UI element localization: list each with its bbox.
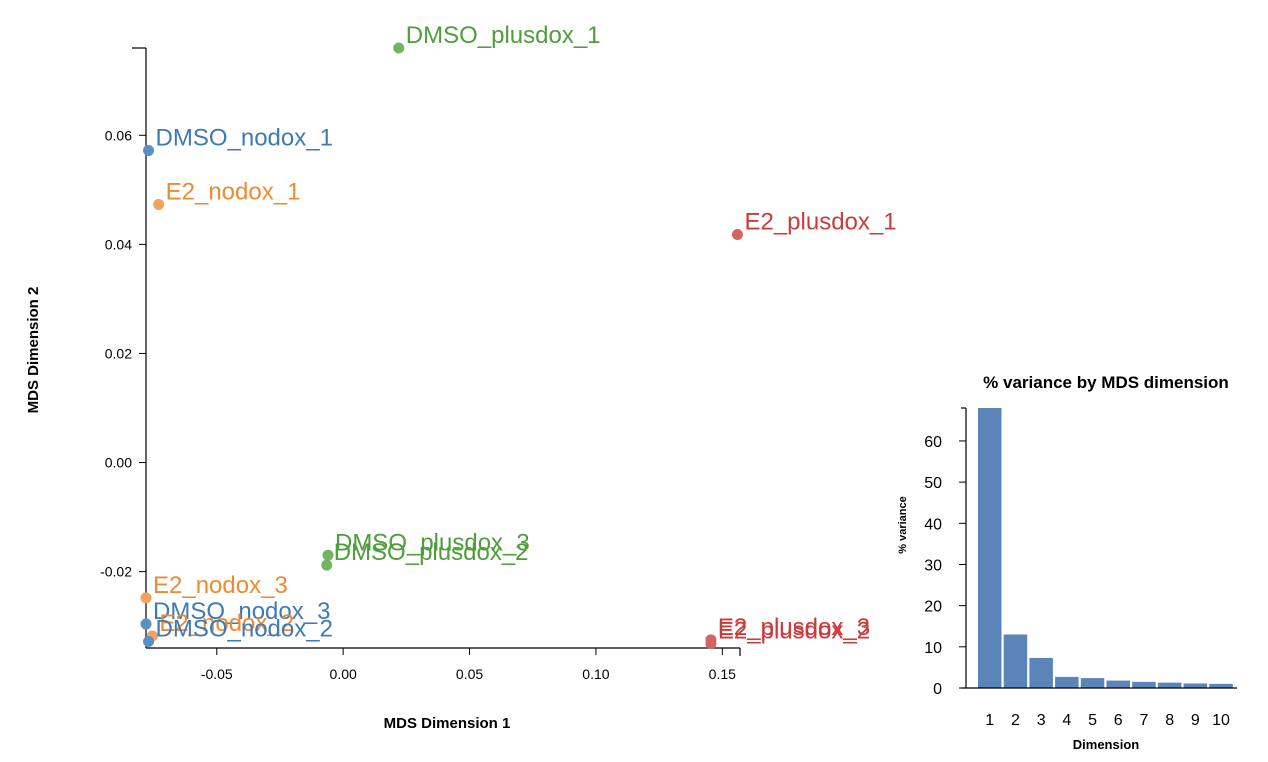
variance-bar-chart: % variance by MDS dimension 1 2 3 4 5 6 7 8 9 10 0 1… xyxy=(897,373,1237,752)
x-axis-title: MDS Dimension 1 xyxy=(384,715,511,732)
point-label: E2_plusdox_3 xyxy=(718,614,870,641)
point-label: DMSO_plusdox_3 xyxy=(335,529,530,556)
bar-y-tick-label: 10 xyxy=(924,640,942,657)
variance-bar xyxy=(1055,676,1079,688)
bar-x-tick-label: 9 xyxy=(1191,712,1200,729)
point-label: E2_plusdox_2 xyxy=(718,618,870,645)
variance-bar xyxy=(1132,681,1156,688)
variance-bar xyxy=(1003,634,1028,688)
scatter-point xyxy=(705,638,717,650)
bar-y-tick-label: 60 xyxy=(924,434,942,451)
variance-bar xyxy=(1157,682,1182,688)
bar-x-tick-label: 2 xyxy=(1011,712,1020,729)
y-tick-label: 0.02 xyxy=(105,345,132,361)
scatter-point xyxy=(143,145,155,157)
x-tick-label: 0.05 xyxy=(456,666,483,682)
x-tick-label: 0.15 xyxy=(709,666,736,682)
bar-x-axis-title: Dimension xyxy=(1073,737,1140,752)
point-label: DMSO_nodox_3 xyxy=(153,598,330,625)
y-tick-label: 0.00 xyxy=(105,455,132,471)
bar-x-tick-label: 5 xyxy=(1088,712,1097,729)
variance-bar xyxy=(1080,678,1105,688)
y-axis-title: MDS Dimension 2 xyxy=(25,287,42,414)
scatter-area: -0.05 0.00 0.05 0.10 0.15 -0.02 0.00 0.02 0.04 0.… xyxy=(25,22,897,732)
x-tick-label: 0.10 xyxy=(582,666,609,682)
variance-bar xyxy=(1209,683,1233,688)
bar-x-tick-label: 8 xyxy=(1165,712,1174,729)
bar-x-tick-label: 3 xyxy=(1037,712,1046,729)
scatter-point xyxy=(731,229,743,241)
scatter-point xyxy=(140,592,152,604)
bar-x-tick-label: 6 xyxy=(1114,712,1123,729)
point-label: DMSO_plusdox_2 xyxy=(334,539,529,566)
variance-bar xyxy=(1029,657,1053,688)
scatter-point xyxy=(153,199,165,211)
bar-x-tick-label: 1 xyxy=(985,712,994,729)
bar-x-tick-label: 4 xyxy=(1062,712,1071,729)
scatter-point xyxy=(321,559,333,571)
point-label: DMSO_plusdox_1 xyxy=(406,22,601,49)
point-label: E2_nodox_1 xyxy=(166,179,301,206)
bar-x-tick-label: 10 xyxy=(1212,712,1230,729)
point-label: E2_nodox_3 xyxy=(153,572,288,599)
bar-x-tick-label: 7 xyxy=(1139,712,1148,729)
bar-y-tick-label: 20 xyxy=(924,599,942,616)
point-label: DMSO_nodox_2 xyxy=(156,615,333,642)
point-label: DMSO_nodox_1 xyxy=(156,125,333,152)
scatter-point xyxy=(393,42,405,54)
x-tick-label: -0.05 xyxy=(201,666,233,682)
point-label: E2_nodox_2 xyxy=(159,610,294,637)
bar-y-tick-label: 0 xyxy=(933,681,942,698)
y-tick-label: 0.04 xyxy=(105,236,132,252)
bar-y-tick-label: 50 xyxy=(924,475,942,492)
point-label: E2_plusdox_1 xyxy=(744,209,896,236)
bar-y-tick-label: 30 xyxy=(924,557,942,574)
variance-bar xyxy=(978,408,1002,688)
variance-bar xyxy=(1106,680,1130,688)
bar-y-axis-title: % variance xyxy=(897,496,909,553)
x-tick-label: 0.00 xyxy=(330,666,357,682)
y-tick-label: 0.06 xyxy=(105,127,132,143)
variance-bar xyxy=(1183,683,1208,688)
scatter-point xyxy=(143,635,155,647)
scatter-point xyxy=(140,618,152,630)
bar-chart-title: % variance by MDS dimension xyxy=(983,373,1229,392)
scatter-point xyxy=(322,549,334,561)
bar-y-tick-label: 40 xyxy=(924,516,942,533)
y-tick-label: -0.02 xyxy=(100,564,132,580)
